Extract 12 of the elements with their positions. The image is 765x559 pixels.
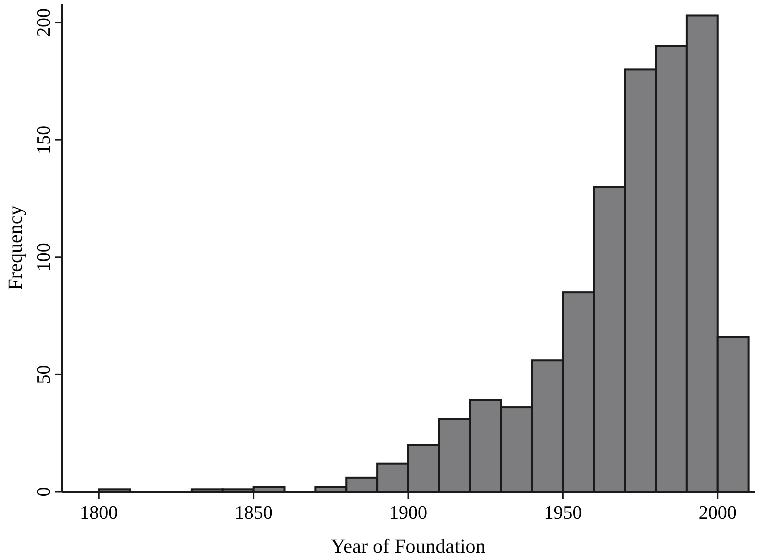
x-tick-label: 1900 [390, 503, 428, 524]
x-tick-label: 1950 [544, 503, 582, 524]
y-tick-label: 200 [34, 8, 55, 38]
x-tick-label: 2000 [698, 503, 737, 524]
y-axis-title: Frequency [5, 206, 27, 290]
y-tick-label: 100 [34, 243, 55, 272]
y-tick-label: 0 [34, 487, 55, 497]
x-tick-label: 1800 [80, 503, 118, 524]
y-tick-label: 150 [34, 126, 55, 154]
x-tick-label: 1850 [234, 503, 273, 524]
y-tick-label: 50 [34, 365, 55, 384]
x-axis-title: Year of Foundation [331, 536, 486, 558]
